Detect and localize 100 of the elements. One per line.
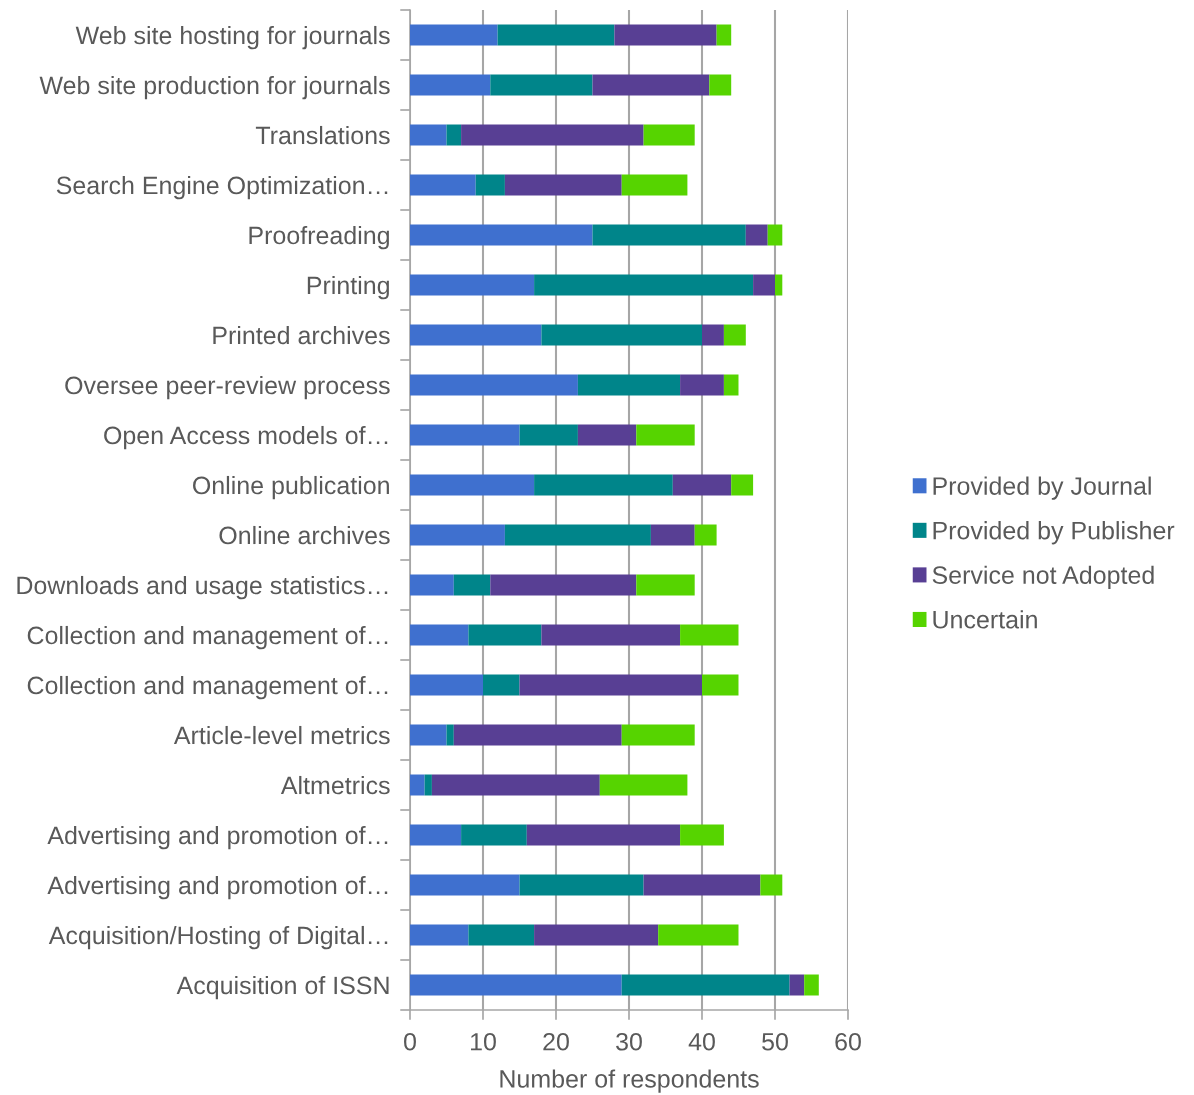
y-tick-label: Acquisition/Hosting of Digital… bbox=[48, 925, 388, 950]
y-tick-label: Acquisition of ISSN bbox=[176, 975, 389, 1000]
y-tick-label: Printing bbox=[307, 275, 389, 300]
bar bbox=[577, 424, 637, 446]
bar bbox=[410, 574, 454, 596]
y-tick-label: Collection and management of… bbox=[27, 675, 388, 700]
y-tick-label: Translations bbox=[255, 125, 390, 145]
bar bbox=[446, 124, 462, 146]
x-axis-title: Number of respondents bbox=[500, 1069, 759, 1093]
bar bbox=[519, 874, 644, 896]
bar bbox=[410, 374, 578, 396]
bar bbox=[672, 474, 732, 496]
bar bbox=[621, 974, 790, 996]
bar bbox=[461, 824, 527, 846]
bar bbox=[410, 274, 535, 296]
bar bbox=[410, 474, 535, 496]
bar bbox=[636, 574, 695, 596]
bar bbox=[410, 174, 476, 196]
bar bbox=[410, 974, 622, 996]
y-tick-label: Open Access models of… bbox=[104, 425, 388, 450]
bar bbox=[592, 74, 710, 96]
y-tick-label: Advertising and promotion of… bbox=[47, 825, 388, 850]
y-tick-label: Online publication bbox=[193, 475, 389, 500]
bar bbox=[504, 524, 651, 546]
bar bbox=[643, 874, 761, 896]
bar bbox=[731, 474, 754, 496]
x-tick-label: 20 bbox=[543, 1032, 569, 1051]
bar bbox=[753, 274, 775, 296]
y-tick-label: Oversee peer-review process bbox=[65, 375, 390, 400]
bar bbox=[410, 924, 469, 946]
bar bbox=[424, 774, 432, 796]
bar bbox=[410, 424, 520, 446]
y-tick-label: Altmetrics bbox=[280, 775, 390, 795]
bar bbox=[702, 324, 724, 346]
bar bbox=[483, 674, 520, 696]
bar bbox=[621, 174, 688, 196]
bar bbox=[534, 474, 673, 496]
y-tick-label: Collection and management of… bbox=[27, 625, 388, 650]
y-tick-label: Downloads and usage statistics… bbox=[17, 575, 388, 600]
y-tick-label: Online archives bbox=[219, 525, 390, 545]
bar bbox=[636, 424, 695, 446]
bar bbox=[410, 24, 498, 46]
bar bbox=[723, 324, 746, 346]
bar bbox=[468, 624, 542, 646]
legend-label: Provided by Journal bbox=[933, 476, 1151, 500]
bar bbox=[789, 974, 805, 996]
bar bbox=[760, 874, 783, 896]
bar bbox=[775, 274, 783, 296]
bar bbox=[490, 574, 637, 596]
x-tick-label: 0 bbox=[404, 1032, 416, 1051]
bar bbox=[541, 624, 681, 646]
bar bbox=[716, 24, 732, 46]
bar bbox=[658, 924, 739, 946]
bar bbox=[497, 24, 615, 46]
bar bbox=[461, 124, 644, 146]
bar bbox=[680, 624, 739, 646]
y-tick-label: Article-level metrics bbox=[173, 725, 390, 745]
bar bbox=[453, 724, 622, 746]
bar bbox=[410, 774, 425, 796]
x-tick-label: 40 bbox=[688, 1032, 715, 1051]
legend-label: Uncertain bbox=[933, 610, 1037, 629]
bar bbox=[621, 724, 695, 746]
bar bbox=[410, 124, 447, 146]
x-tick-label: 60 bbox=[835, 1032, 861, 1051]
bar bbox=[702, 674, 739, 696]
bar bbox=[804, 974, 819, 996]
bar bbox=[592, 224, 746, 246]
bar bbox=[745, 224, 768, 246]
bar bbox=[599, 774, 688, 796]
bar bbox=[431, 774, 600, 796]
bar bbox=[534, 924, 659, 946]
x-tick-label: 30 bbox=[616, 1032, 642, 1051]
bar bbox=[504, 174, 622, 196]
bar bbox=[680, 824, 724, 846]
bar bbox=[526, 824, 681, 846]
bar bbox=[410, 624, 469, 646]
bar bbox=[410, 874, 520, 896]
bar bbox=[475, 174, 505, 196]
legend-label: Provided by Publisher bbox=[933, 521, 1175, 545]
legend-label: Service not Adopted bbox=[932, 565, 1154, 589]
y-tick-label: Web site production for journals bbox=[39, 75, 390, 100]
bar bbox=[614, 24, 717, 46]
bar bbox=[709, 74, 732, 96]
bar bbox=[680, 374, 724, 396]
bar bbox=[519, 424, 578, 446]
y-tick-label: Printed archives bbox=[213, 325, 390, 345]
bar bbox=[410, 224, 593, 246]
bar bbox=[650, 524, 695, 546]
bar bbox=[446, 724, 454, 746]
y-tick-label: Search Engine Optimization… bbox=[56, 175, 388, 200]
bar bbox=[723, 374, 739, 396]
bar bbox=[410, 674, 483, 696]
x-tick-label: 10 bbox=[471, 1032, 496, 1051]
y-tick-label: Web site hosting for journals bbox=[75, 25, 390, 50]
bar bbox=[519, 674, 702, 696]
bar bbox=[534, 274, 754, 296]
y-tick-label: Proofreading bbox=[249, 225, 389, 250]
bar bbox=[694, 524, 717, 546]
bar bbox=[410, 824, 462, 846]
y-tick-label: Advertising and promotion of… bbox=[47, 875, 388, 900]
